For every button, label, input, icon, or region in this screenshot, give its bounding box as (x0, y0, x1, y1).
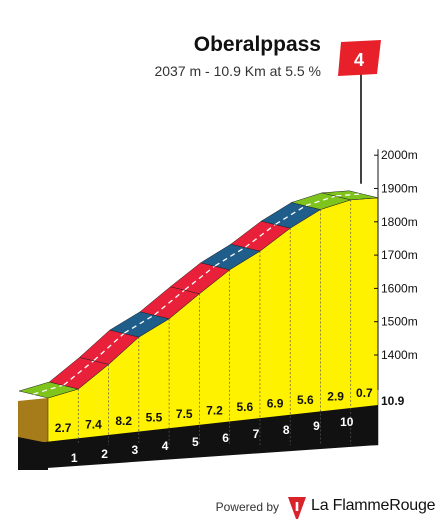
road-centerline-5 (154, 289, 186, 316)
gradient-label-2: 7.4 (85, 418, 102, 432)
km-tick-label-1: 1 (71, 451, 78, 465)
elevation-tick-label-1400: 1400m (381, 348, 418, 362)
climb-profile-chart: 2.7 7.4 8.2 5.5 7.5 7.2 5.6 6.9 5.6 2.9 0.7 1 2 3 4 5 6 7… (18, 40, 418, 470)
elevation-tick-label-1600: 1600m (381, 281, 418, 295)
elevation-tick-label-1700: 1700m (381, 248, 418, 262)
distance-strip (18, 405, 378, 470)
road-centerline-4 (123, 314, 155, 334)
gradient-label-10: 2.9 (327, 390, 344, 404)
km-tick-label-5: 5 (192, 435, 199, 449)
road-centerline-3 (93, 332, 125, 361)
brand-name: La FlammeRouge (311, 497, 435, 514)
road-centerline-7 (214, 246, 246, 267)
gradient-label-4: 5.5 (146, 411, 163, 425)
climb-title: Oberalppass (193, 33, 321, 56)
km-tick-label-10: 10 (340, 415, 354, 429)
road-centerline-8 (245, 223, 277, 248)
gradient-label-3: 8.2 (115, 414, 132, 428)
elevation-tick-label-1500: 1500m (381, 315, 418, 329)
elevation-tick-label-1800: 1800m (381, 215, 418, 229)
km-tick-label-4: 4 (162, 439, 169, 453)
elevation-tick-label-2000: 2000m (381, 148, 418, 162)
gradient-label-11: 0.7 (356, 386, 373, 400)
km-tick-label-2: 2 (101, 447, 108, 461)
road-centerline-9 (275, 204, 307, 225)
gradient-label-9: 5.6 (297, 393, 314, 407)
gradient-label-5: 7.5 (176, 407, 193, 421)
road-centerline-2 (63, 359, 95, 386)
total-distance-label: 10.9 (381, 394, 405, 408)
km-tick-label-3: 3 (131, 443, 138, 457)
powered-by-label: Powered by (215, 500, 279, 514)
km-tick-label-8: 8 (283, 423, 290, 437)
gradient-label-8: 6.9 (267, 397, 284, 411)
category-marker-label: 4 (354, 50, 364, 70)
km-tick-label-7: 7 (253, 427, 260, 441)
gradient-label-6: 7.2 (206, 404, 223, 418)
flame-logo-icon (288, 497, 306, 519)
category-marker-flag (338, 40, 381, 76)
km-tick-label-6: 6 (222, 431, 229, 445)
footer: Powered by La FlammeRouge (0, 492, 435, 525)
distance-strip-left (18, 437, 48, 470)
gradient-label-7: 5.6 (236, 400, 253, 414)
elevation-tick-label-1900: 1900m (381, 182, 418, 196)
climb-subtitle: 2037 m - 10.9 Km at 5.5 % (154, 63, 321, 79)
km-tick-label-9: 9 (313, 419, 320, 433)
gradient-label-1: 2.7 (55, 421, 72, 435)
road-centerline-6 (184, 265, 216, 291)
road-centerline-11 (336, 193, 364, 197)
